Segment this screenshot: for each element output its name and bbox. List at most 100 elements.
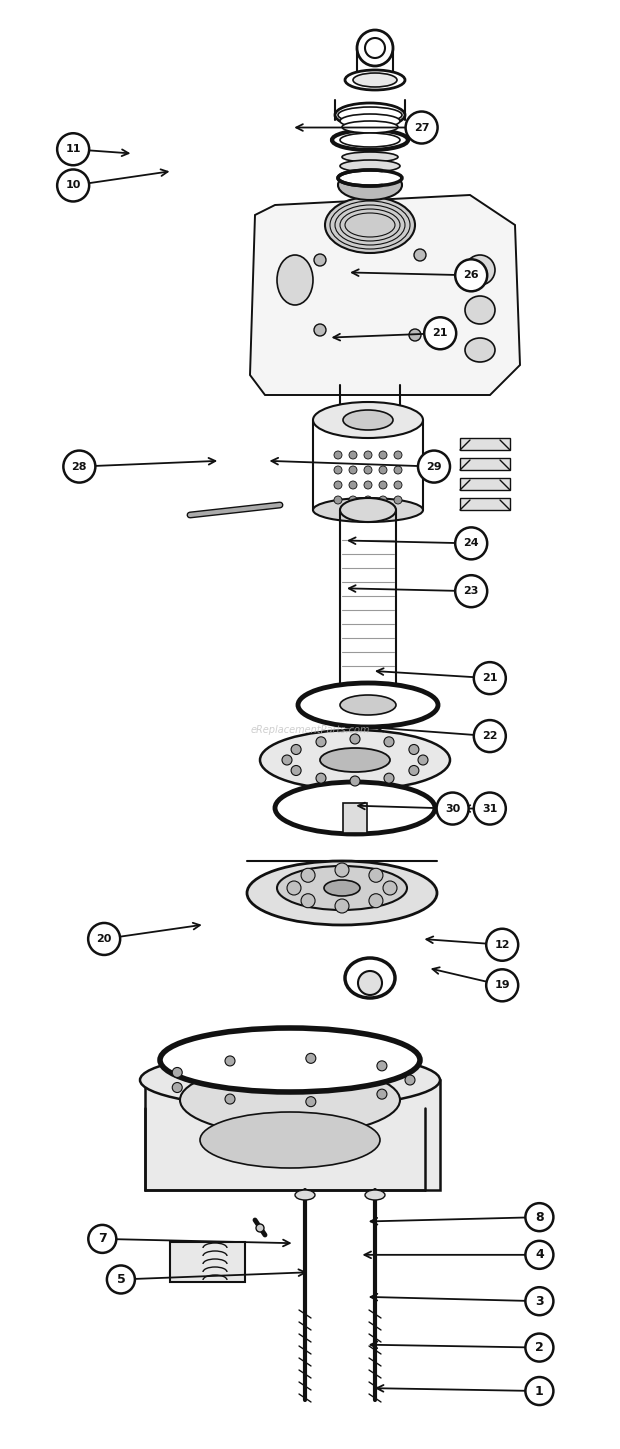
Text: 28: 28 xyxy=(72,462,87,471)
Circle shape xyxy=(88,923,120,955)
Ellipse shape xyxy=(247,861,437,924)
Circle shape xyxy=(364,467,372,474)
Ellipse shape xyxy=(313,498,423,522)
Circle shape xyxy=(301,868,315,882)
Text: 22: 22 xyxy=(482,732,497,740)
Circle shape xyxy=(282,755,292,765)
Text: 10: 10 xyxy=(66,181,81,190)
Ellipse shape xyxy=(342,122,398,133)
Text: 20: 20 xyxy=(97,935,112,943)
Circle shape xyxy=(349,451,357,459)
Ellipse shape xyxy=(342,152,398,162)
Text: 27: 27 xyxy=(414,123,429,132)
Circle shape xyxy=(377,1090,387,1100)
FancyBboxPatch shape xyxy=(343,803,367,833)
Text: 19: 19 xyxy=(494,981,510,990)
Ellipse shape xyxy=(332,130,408,151)
Circle shape xyxy=(383,881,397,895)
Circle shape xyxy=(350,735,360,743)
FancyBboxPatch shape xyxy=(460,458,510,469)
Ellipse shape xyxy=(340,498,396,522)
Text: 31: 31 xyxy=(482,804,497,813)
Ellipse shape xyxy=(345,958,395,998)
Ellipse shape xyxy=(325,197,415,254)
Circle shape xyxy=(365,38,385,58)
Circle shape xyxy=(349,496,357,504)
Circle shape xyxy=(172,1082,182,1093)
Circle shape xyxy=(525,1203,554,1232)
Text: eReplacementParts.com: eReplacementParts.com xyxy=(250,724,370,735)
FancyBboxPatch shape xyxy=(170,1242,245,1282)
Polygon shape xyxy=(250,196,520,396)
FancyBboxPatch shape xyxy=(460,478,510,490)
Circle shape xyxy=(424,317,456,349)
Circle shape xyxy=(525,1377,554,1406)
Circle shape xyxy=(349,467,357,474)
Circle shape xyxy=(107,1265,135,1294)
Ellipse shape xyxy=(338,107,402,123)
Ellipse shape xyxy=(365,1190,385,1200)
Text: 12: 12 xyxy=(494,940,510,949)
Circle shape xyxy=(486,969,518,1001)
Ellipse shape xyxy=(313,401,423,438)
Circle shape xyxy=(335,898,349,913)
Circle shape xyxy=(525,1240,554,1269)
Circle shape xyxy=(394,451,402,459)
Circle shape xyxy=(405,112,438,143)
Circle shape xyxy=(364,481,372,488)
Circle shape xyxy=(306,1053,316,1064)
Circle shape xyxy=(474,662,506,694)
Circle shape xyxy=(316,774,326,784)
Circle shape xyxy=(350,777,360,785)
FancyBboxPatch shape xyxy=(460,498,510,510)
Circle shape xyxy=(335,864,349,877)
Circle shape xyxy=(525,1287,554,1316)
Circle shape xyxy=(57,133,89,165)
Ellipse shape xyxy=(335,103,405,128)
Circle shape xyxy=(256,1224,264,1232)
Circle shape xyxy=(455,259,487,291)
Circle shape xyxy=(436,793,469,824)
Ellipse shape xyxy=(465,255,495,285)
Circle shape xyxy=(364,496,372,504)
Circle shape xyxy=(474,793,506,824)
Circle shape xyxy=(418,755,428,765)
Circle shape xyxy=(291,765,301,775)
Circle shape xyxy=(225,1056,235,1066)
Circle shape xyxy=(334,481,342,488)
Text: 23: 23 xyxy=(464,587,479,596)
Circle shape xyxy=(291,745,301,755)
Ellipse shape xyxy=(320,748,390,772)
Ellipse shape xyxy=(465,296,495,325)
Circle shape xyxy=(394,481,402,488)
Ellipse shape xyxy=(275,782,435,835)
Circle shape xyxy=(349,481,357,488)
Ellipse shape xyxy=(295,1190,315,1200)
Circle shape xyxy=(314,254,326,267)
Ellipse shape xyxy=(465,338,495,362)
Circle shape xyxy=(409,745,419,755)
Circle shape xyxy=(357,30,393,67)
Ellipse shape xyxy=(324,880,360,895)
Circle shape xyxy=(379,496,387,504)
Circle shape xyxy=(418,451,450,483)
Circle shape xyxy=(414,249,426,261)
Circle shape xyxy=(88,1224,117,1253)
Text: 24: 24 xyxy=(463,539,479,548)
Circle shape xyxy=(63,451,95,483)
Ellipse shape xyxy=(353,72,397,87)
Circle shape xyxy=(486,929,518,961)
Circle shape xyxy=(334,451,342,459)
Ellipse shape xyxy=(338,170,402,200)
Circle shape xyxy=(525,1333,554,1362)
Circle shape xyxy=(306,1097,316,1107)
Text: 29: 29 xyxy=(426,462,442,471)
Text: 7: 7 xyxy=(98,1233,107,1245)
Circle shape xyxy=(225,1094,235,1104)
Circle shape xyxy=(379,481,387,488)
Circle shape xyxy=(172,1068,182,1078)
Text: 4: 4 xyxy=(535,1249,544,1261)
Ellipse shape xyxy=(340,696,396,714)
Text: 26: 26 xyxy=(463,271,479,280)
Circle shape xyxy=(301,894,315,907)
